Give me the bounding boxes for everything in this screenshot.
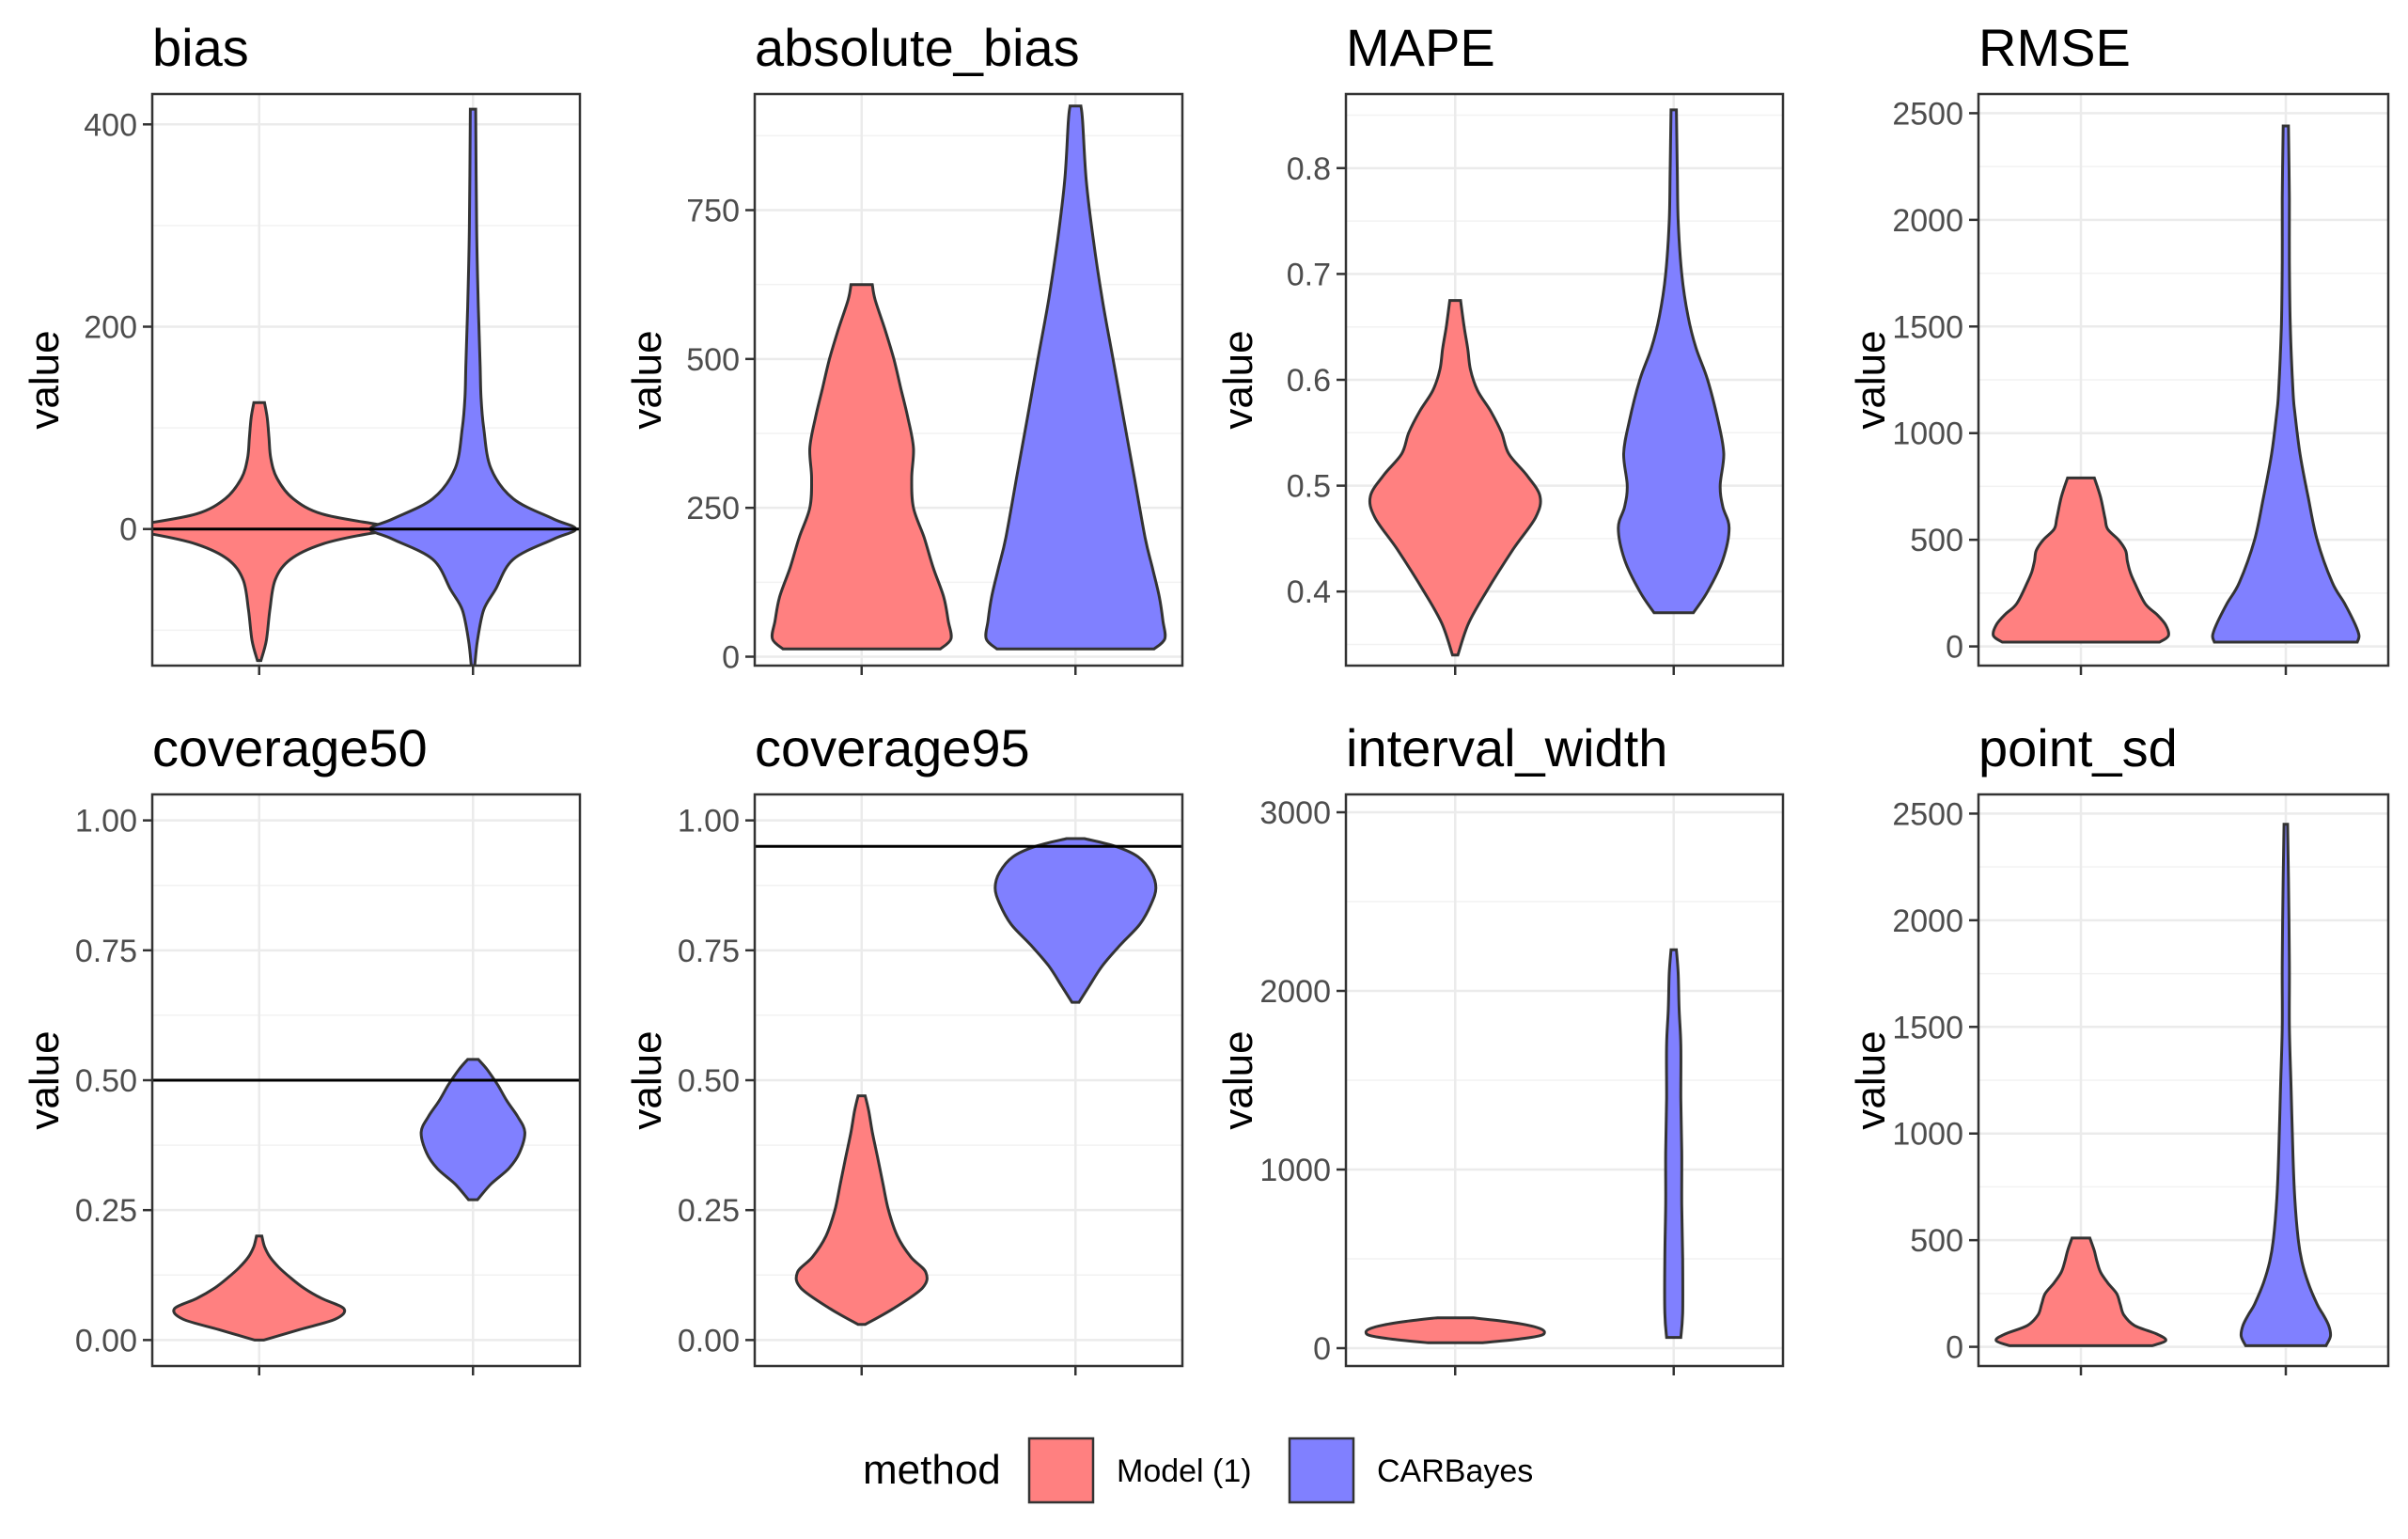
legend-key-carbayes (1288, 1437, 1355, 1504)
y-tick-label: 0.5 (1287, 469, 1331, 505)
panel-border (1344, 92, 1785, 667)
y-axis-label: value (22, 1030, 68, 1129)
y-tick-label: 0.6 (1287, 363, 1331, 399)
y-tick-label: 0.75 (75, 934, 137, 969)
violin-model1 (794, 1094, 929, 1327)
panel-bias: 0 200 400 bias value (22, 18, 582, 675)
violin-carbayes (1617, 108, 1731, 615)
panel-coverage95: 0.00 0.25 0.50 0.75 1.00 coverage95 value (624, 718, 1184, 1375)
panels: 0 200 400 bias value 0 250 500 750 absolute_biasv… (22, 18, 2390, 1375)
violin-carbayes (993, 837, 1158, 1004)
violin-model1 (152, 400, 409, 663)
y-tick-label: 0.00 (678, 1323, 740, 1358)
y-tick-label: 0 (722, 640, 740, 676)
y-tick-label: 0.50 (75, 1063, 137, 1099)
panel-title: MAPE (1346, 18, 1495, 77)
y-tick-label: 0.50 (678, 1063, 740, 1099)
y-tick-label: 2000 (1259, 974, 1331, 1010)
y-tick-label: 500 (686, 342, 740, 378)
y-tick-label: 400 (84, 107, 137, 143)
panel-border (1977, 793, 2390, 1368)
violin-carbayes (419, 1058, 526, 1201)
violin-model1 (1994, 1236, 2167, 1347)
panel-title: coverage95 (755, 718, 1030, 777)
y-axis-label: value (624, 1030, 670, 1129)
y-tick-label: 1000 (1892, 416, 1963, 452)
violin-carbayes (1663, 948, 1684, 1340)
legend-label-carbayes: CARBayes (1377, 1453, 1533, 1489)
panel-MAPE: 0.4 0.5 0.6 0.7 0.8 MAPE value (1215, 18, 1785, 675)
y-tick-label: 0 (1313, 1331, 1331, 1367)
y-tick-label: 0.75 (678, 934, 740, 969)
panel-title: absolute_bias (755, 18, 1080, 77)
y-tick-label: 1500 (1892, 1010, 1963, 1045)
y-tick-label: 500 (1910, 1223, 1963, 1259)
y-tick-label: 1000 (1892, 1117, 1963, 1153)
y-tick-label: 0.00 (75, 1323, 137, 1358)
y-axis-label: value (1215, 330, 1261, 429)
y-tick-label: 1500 (1892, 309, 1963, 345)
violin-model1 (172, 1234, 347, 1342)
panel-border (150, 92, 582, 667)
y-axis-label: value (1848, 1030, 1894, 1129)
panel-border (753, 92, 1184, 667)
violin-model1 (1364, 1316, 1546, 1344)
panel-border (753, 793, 1184, 1368)
y-tick-label: 750 (686, 194, 740, 229)
y-tick-label: 0.7 (1287, 257, 1331, 292)
y-tick-label: 2000 (1892, 903, 1963, 939)
violin-model1 (1992, 476, 2170, 644)
violin-carbayes (2211, 124, 2361, 644)
y-tick-label: 0.25 (75, 1193, 137, 1229)
panel-title: coverage50 (152, 718, 428, 777)
violin-model1 (770, 283, 953, 651)
y-tick-label: 0 (1946, 1330, 1963, 1366)
panel-border (150, 793, 582, 1368)
y-tick-label: 0.8 (1287, 151, 1331, 187)
y-tick-label: 0.25 (678, 1193, 740, 1229)
y-tick-label: 1000 (1259, 1153, 1331, 1188)
panel-title: interval_width (1346, 718, 1667, 777)
violin-model1 (1368, 299, 1542, 657)
panel-border (1977, 92, 2390, 667)
y-tick-label: 2500 (1892, 96, 1963, 132)
panel-title: bias (152, 18, 249, 77)
panel-RMSE: 0 500 1000 1500 2000 2500 RMSE value (1848, 18, 2390, 675)
y-axis-label: value (1215, 1030, 1261, 1129)
y-tick-label: 1.00 (75, 804, 137, 840)
y-tick-label: 200 (84, 310, 137, 346)
y-axis-label: value (1848, 330, 1894, 429)
y-tick-label: 0.4 (1287, 574, 1331, 610)
legend-label-model1: Model (1) (1117, 1453, 1252, 1489)
violin-carbayes (984, 104, 1167, 651)
violin-carbayes (2239, 823, 2333, 1347)
legend-key-model1 (1027, 1437, 1095, 1504)
panel-title: RMSE (1978, 18, 2131, 77)
y-tick-label: 2000 (1892, 203, 1963, 239)
y-tick-label: 1.00 (678, 804, 740, 840)
y-tick-label: 3000 (1259, 795, 1331, 831)
y-tick-label: 0 (1946, 630, 1963, 666)
y-tick-label: 2500 (1892, 796, 1963, 832)
y-tick-label: 250 (686, 491, 740, 526)
legend: method Model (1) CARBayes (863, 1437, 1533, 1504)
legend-title: method (863, 1447, 1001, 1493)
y-axis-label: value (22, 330, 68, 429)
panel-coverage50: 0.00 0.25 0.50 0.75 1.00 coverage50 value (22, 718, 582, 1375)
y-tick-label: 500 (1910, 523, 1963, 558)
y-tick-label: 0 (119, 512, 137, 548)
panel-title: point_sd (1978, 718, 2178, 777)
y-axis-label: value (624, 330, 670, 429)
violin-carbayes (368, 107, 578, 666)
panel-border (1344, 793, 1785, 1368)
